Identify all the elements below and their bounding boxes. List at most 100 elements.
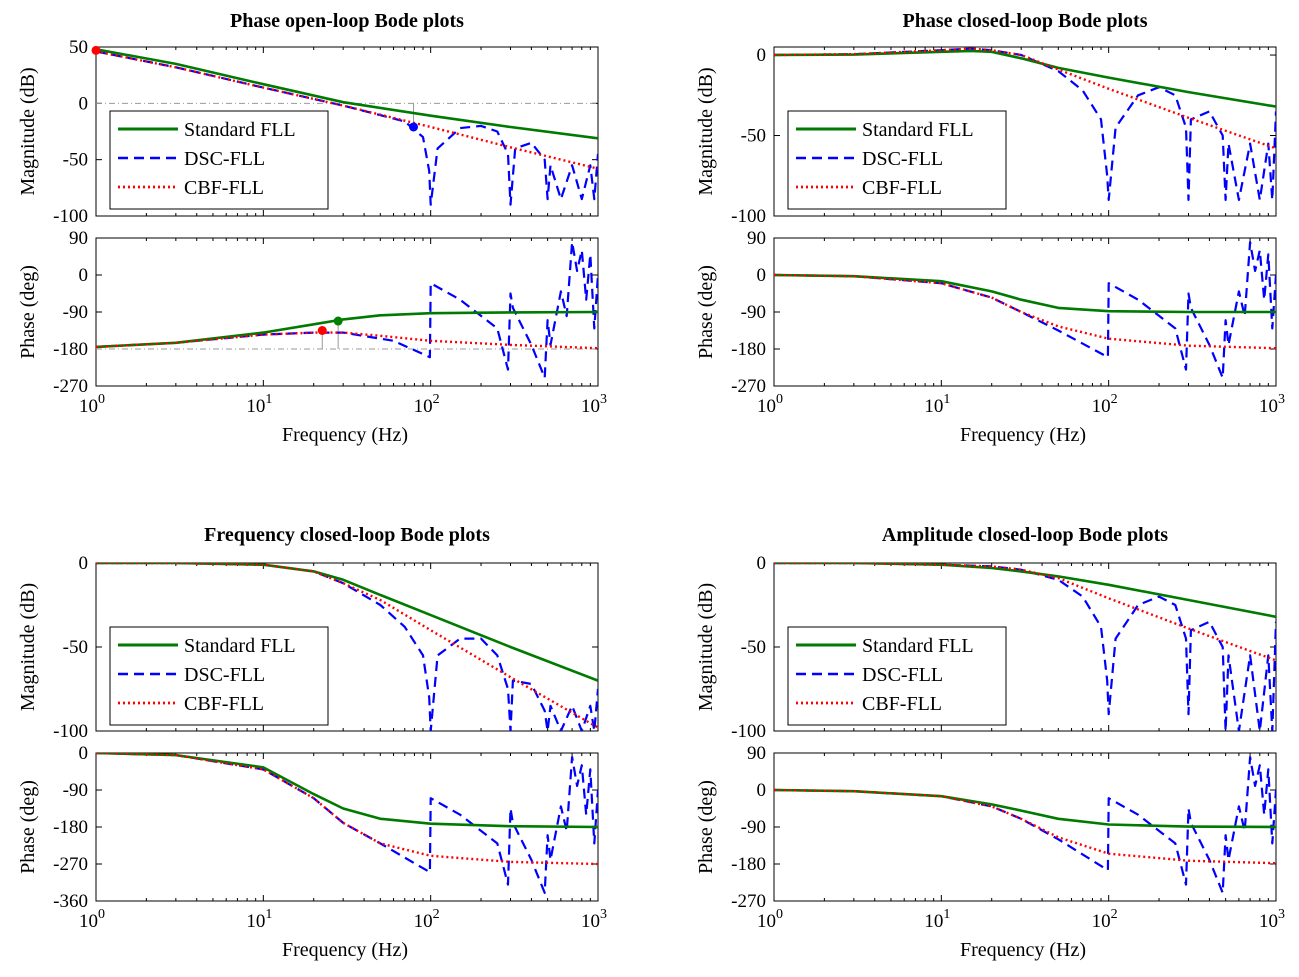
x-tick-exponent: 2 — [1111, 907, 1118, 922]
x-tick-exponent: 1 — [943, 392, 950, 407]
x-axis-label: Frequency (Hz) — [960, 939, 1086, 961]
x-tick-exponent: 1 — [265, 392, 272, 407]
x-tick-exponent: 2 — [433, 392, 440, 407]
y-tick-label: 90 — [747, 228, 766, 249]
panel-2: Phase closed-loop Bode plots -100 -50 0 Magn… — [695, 10, 1285, 446]
series-cbf-fll — [96, 753, 598, 866]
y-tick-label: 0 — [79, 553, 89, 574]
x-tick-label: 101 — [924, 392, 950, 417]
data-marker-red — [91, 45, 101, 55]
y-tick-label: 0 — [757, 553, 767, 574]
x-tick-label: 102 — [414, 392, 440, 417]
x-tick-label: 103 — [1259, 907, 1285, 932]
series-standard-fll — [774, 788, 1276, 829]
x-tick-label: 102 — [414, 907, 440, 932]
x-tick-base: 10 — [246, 911, 265, 932]
data-marker-blue — [409, 122, 419, 132]
x-tick-label: 102 — [1092, 392, 1118, 417]
magnitude-axis-label: Magnitude (dB) — [695, 67, 717, 195]
legend-box — [787, 626, 1007, 726]
magnitude-axis-label: Magnitude (dB) — [695, 583, 717, 711]
legend-label: CBF-FLL — [184, 177, 264, 199]
x-tick-exponent: 2 — [433, 907, 440, 922]
x-tick-label: 103 — [581, 392, 607, 417]
x-tick-base: 10 — [581, 396, 600, 417]
x-tick-base: 10 — [414, 911, 433, 932]
legend-label: DSC-FLL — [184, 664, 265, 686]
series-standard-fll — [96, 310, 598, 349]
y-tick-label: -50 — [63, 637, 88, 658]
x-tick-label: 102 — [1092, 907, 1118, 932]
magnitude-axis-label: Magnitude (dB) — [17, 67, 39, 195]
y-tick-label: -180 — [53, 339, 88, 360]
series-dsc-fll — [774, 241, 1276, 379]
y-tick-label: -180 — [53, 817, 88, 838]
x-tick-label: 103 — [581, 907, 607, 932]
x-tick-label: 101 — [924, 907, 950, 932]
series-cbf-fll — [774, 788, 1276, 865]
series-cbf-fll — [96, 50, 598, 170]
x-tick-exponent: 0 — [776, 392, 783, 407]
legend-label: CBF-FLL — [862, 177, 942, 199]
phase-axis-label: Phase (deg) — [695, 265, 717, 359]
legend-box — [787, 110, 1007, 210]
legend: Standard FLL DSC-FLL CBF-FLL — [109, 626, 329, 726]
y-tick-label: -270 — [53, 376, 88, 397]
series-dsc-fll — [96, 753, 598, 894]
y-tick-label: -270 — [53, 854, 88, 875]
y-tick-label: -180 — [731, 854, 766, 875]
y-tick-label: 0 — [757, 45, 767, 66]
legend: Standard FLL DSC-FLL CBF-FLL — [109, 110, 329, 210]
x-tick-base: 10 — [924, 396, 943, 417]
series-dsc-fll — [774, 47, 1276, 201]
series-group — [96, 563, 598, 731]
x-axis-label: Frequency (Hz) — [282, 424, 408, 446]
legend-box — [109, 626, 329, 726]
y-tick-label: -90 — [63, 780, 88, 801]
chart-title: Phase open-loop Bode plots — [230, 10, 464, 32]
x-tick-exponent: 3 — [1278, 907, 1285, 922]
y-tick-label: 90 — [747, 743, 766, 764]
x-axis-label: Frequency (Hz) — [282, 939, 408, 961]
panel-4: Amplitude closed-loop Bode plots -100 -50 0… — [695, 524, 1285, 961]
x-tick-exponent: 3 — [1278, 392, 1285, 407]
phase-axis-label: Phase (deg) — [17, 265, 39, 359]
chart-title: Amplitude closed-loop Bode plots — [882, 524, 1168, 546]
legend-label: Standard FLL — [862, 635, 974, 657]
series-group — [96, 753, 598, 894]
y-tick-label: -270 — [731, 891, 766, 912]
series-standard-fll — [96, 48, 598, 140]
magnitude-subplot: -100 -50 0 Magnitude (dB) Standard FLL DSC-FL… — [17, 553, 599, 742]
magnitude-subplot: -100 -50 0 Magnitude (dB) Standard FLL DSC-FL… — [695, 45, 1277, 227]
y-tick-label: 0 — [79, 743, 89, 764]
panel-3: Frequency closed-loop Bode plots -100 -50 0… — [17, 524, 607, 961]
y-tick-label: -90 — [63, 302, 88, 323]
x-tick-base: 10 — [757, 911, 776, 932]
y-tick-label: 0 — [757, 265, 767, 286]
x-tick-base: 10 — [246, 396, 265, 417]
x-tick-base: 10 — [1259, 396, 1278, 417]
series-standard-fll — [774, 563, 1276, 619]
y-tick-label: -90 — [741, 302, 766, 323]
x-tick-base: 10 — [581, 911, 600, 932]
series-group — [774, 47, 1276, 201]
y-tick-label: 50 — [69, 37, 88, 58]
x-tick-base: 10 — [1092, 911, 1111, 932]
legend-label: DSC-FLL — [862, 148, 943, 170]
series-standard-fll — [96, 563, 598, 682]
series-group — [774, 563, 1276, 731]
legend-label: Standard FLL — [862, 119, 974, 141]
x-tick-label: 101 — [246, 907, 272, 932]
y-tick-label: -90 — [741, 817, 766, 838]
x-tick-exponent: 3 — [600, 907, 607, 922]
x-tick-base: 10 — [79, 396, 98, 417]
y-tick-label: -50 — [63, 150, 88, 171]
y-tick-label: -100 — [731, 721, 766, 742]
x-tick-exponent: 0 — [98, 392, 105, 407]
series-group — [774, 241, 1276, 379]
x-tick-base: 10 — [1259, 911, 1278, 932]
phase-axis-label: Phase (deg) — [17, 780, 39, 874]
legend-label: CBF-FLL — [862, 693, 942, 715]
